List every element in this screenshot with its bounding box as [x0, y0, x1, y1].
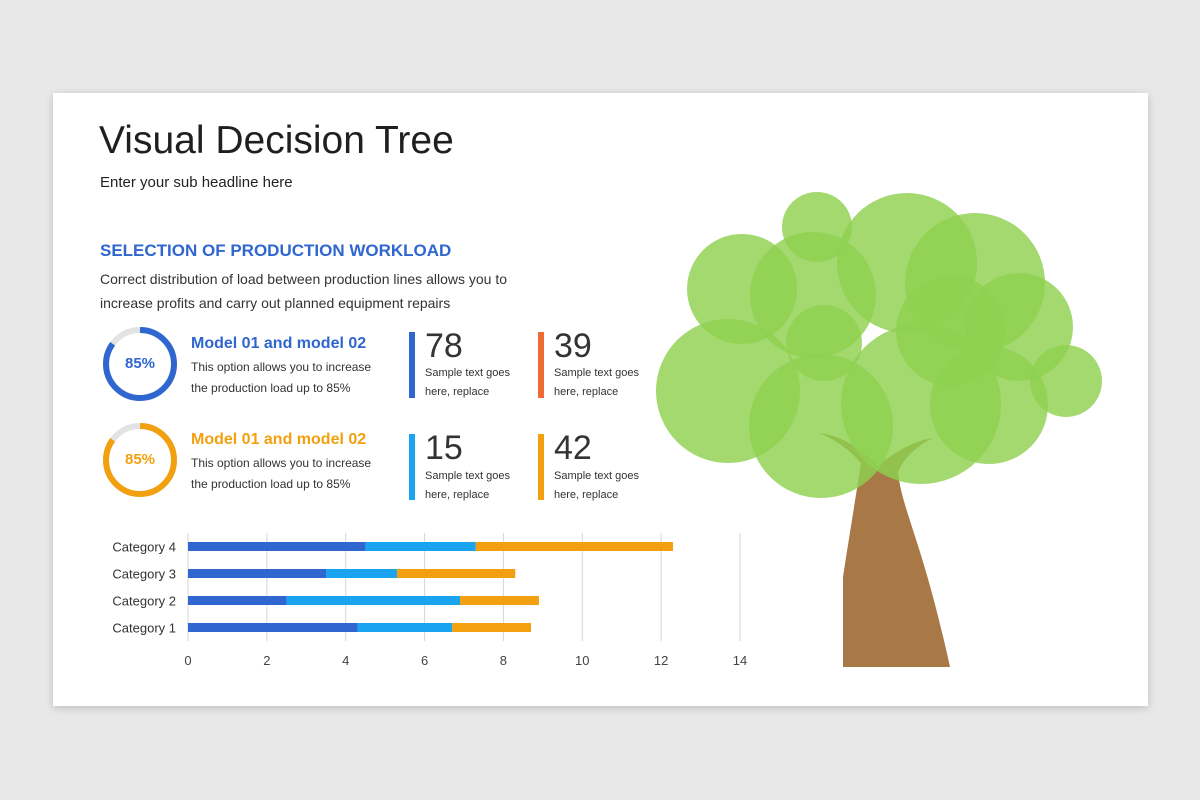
bar-segment: [475, 542, 673, 551]
bar-segment: [396, 569, 516, 578]
bar-segment: [188, 542, 366, 551]
stat-accent-bar: [409, 434, 415, 500]
stat-value: 15: [425, 429, 463, 467]
progress-donut-1: 85%: [100, 324, 180, 404]
bar-segment: [188, 596, 287, 605]
bar-segment: [188, 569, 326, 578]
model-description: This option allows you to increase the p…: [191, 456, 372, 491]
x-tick-label: 4: [342, 653, 349, 668]
x-tick-label: 0: [184, 653, 191, 668]
bar-segment: [357, 623, 453, 632]
donut-progress-arc: [103, 327, 177, 401]
page-title: Visual Decision Tree: [99, 119, 454, 162]
stat-description: Sample text goes here, replace: [425, 367, 510, 398]
progress-donut-2: 85%: [100, 420, 180, 500]
bar-segment: [460, 596, 539, 605]
y-category-label: Category 1: [112, 621, 176, 636]
tree-illustration: [656, 192, 1102, 667]
x-tick-label: 14: [733, 653, 747, 668]
stat-value: 39: [554, 327, 592, 365]
leaf-circle: [1030, 345, 1102, 417]
stat-accent-bar: [538, 434, 544, 500]
donut-percent-label: 85%: [124, 355, 156, 372]
stat-description: Sample text goes here, replace: [554, 367, 639, 398]
section-description: Correct distribution of load between pro…: [100, 271, 508, 311]
sub-headline: Enter your sub headline here: [100, 174, 293, 191]
x-tick-label: 8: [500, 653, 507, 668]
x-tick-label: 2: [263, 653, 270, 668]
x-tick-label: 10: [575, 653, 589, 668]
y-category-label: Category 2: [112, 594, 176, 609]
stat-description: Sample text goes here, replace: [554, 470, 639, 501]
donut-ring-1: [103, 327, 177, 401]
stat-description: Sample text goes here, replace: [425, 470, 510, 501]
y-category-label: Category 4: [112, 540, 176, 555]
stat-accent-bar: [409, 332, 415, 398]
bar-segment: [365, 542, 476, 551]
model-description: This option allows you to increase the p…: [191, 360, 372, 395]
bar-segment: [452, 623, 532, 632]
bar-segment: [188, 623, 358, 632]
y-category-label: Category 3: [112, 567, 176, 582]
stacked-bar-chart: 0 2 4 6 8 10 12 14 Category 1 Category 2 Category …: [112, 533, 747, 668]
x-tick-label: 12: [654, 653, 668, 668]
stat-value: 78: [425, 327, 463, 365]
leaf-circle: [896, 276, 1006, 386]
slide: Visual Decision Tree Enter your sub head…: [53, 93, 1148, 706]
x-tick-label: 6: [421, 653, 428, 668]
model-title: Model 01 and model 02: [191, 431, 367, 448]
model-title: Model 01 and model 02: [191, 335, 367, 352]
donut-progress-arc: [103, 423, 177, 497]
tree-trunk-base: [843, 468, 950, 667]
bar-segment: [326, 569, 397, 578]
stat-accent-bar: [538, 332, 544, 398]
donut-percent-label: 85%: [124, 451, 156, 468]
bar-segment: [286, 596, 461, 605]
stat-value: 42: [554, 429, 592, 467]
tree-canopy: [656, 192, 1102, 498]
section-title: SELECTION OF PRODUCTION WORKLOAD: [100, 241, 452, 260]
donut-ring-2: [103, 423, 177, 497]
